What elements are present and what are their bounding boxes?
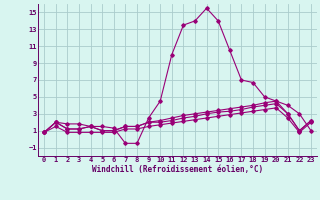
X-axis label: Windchill (Refroidissement éolien,°C): Windchill (Refroidissement éolien,°C) bbox=[92, 165, 263, 174]
